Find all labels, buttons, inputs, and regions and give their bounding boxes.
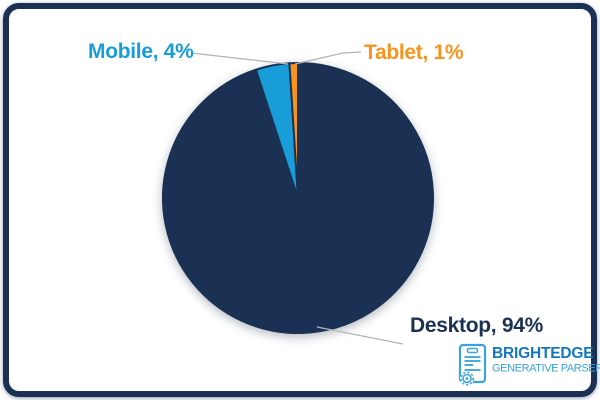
leader-line-mobile (190, 52, 289, 65)
leader-line-desktop (316, 326, 404, 345)
logo-subtitle: GENERATIVE PARSER™ (492, 362, 600, 376)
slice-label-desktop: Desktop, 94% (410, 314, 543, 337)
slice-label-tablet: Tablet, 1% (364, 41, 464, 64)
brightedge-logo: BRIGHTEDGE GENERATIVE PARSER™ (458, 343, 600, 387)
logo-title: BRIGHTEDGE (492, 345, 594, 362)
leader-lines (190, 51, 404, 345)
document-gear-icon (458, 343, 487, 386)
pie (162, 61, 434, 334)
logo-subtitle-text: GENERATIVE PARSER (492, 362, 600, 375)
slice-label-mobile: Mobile, 4% (88, 40, 194, 63)
leader-line-tablet (294, 51, 362, 65)
